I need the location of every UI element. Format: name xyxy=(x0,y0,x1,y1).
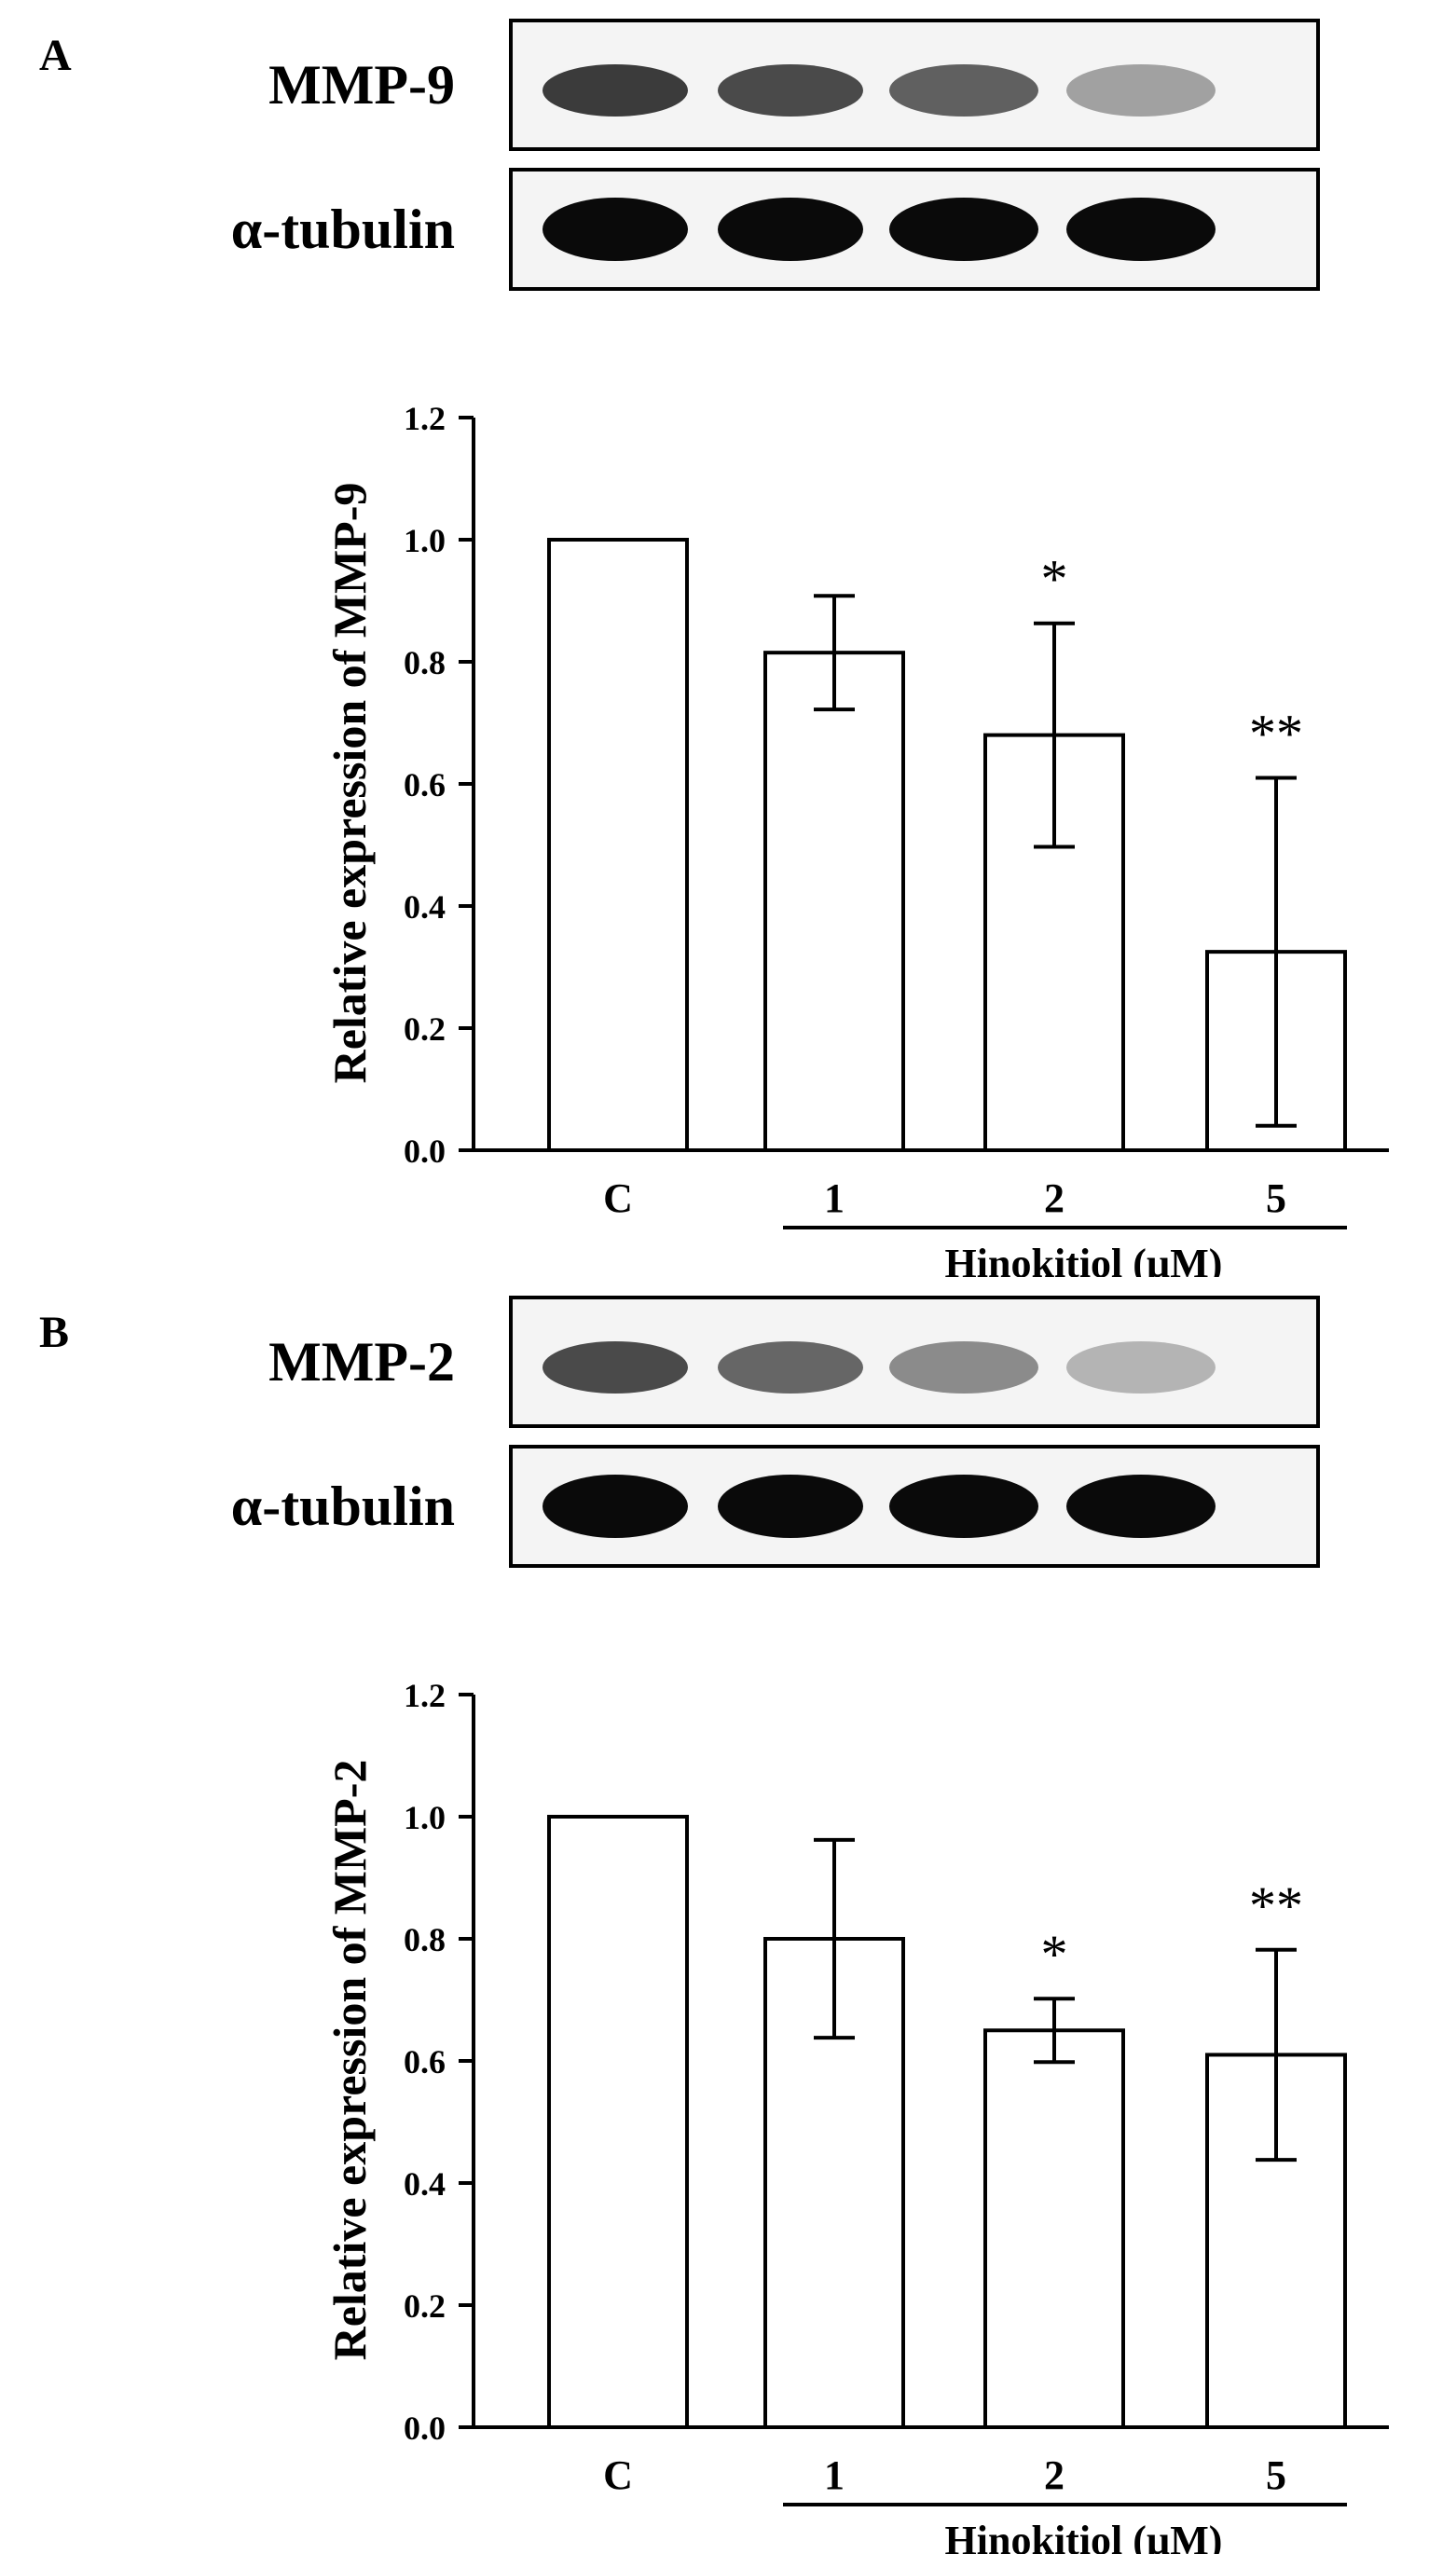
bar-2 xyxy=(983,2028,1125,2429)
y-axis: 0.0 0.2 0.4 0.6 0.8 1.0 1.2 xyxy=(404,1677,1389,2447)
blot-label: MMP-9 xyxy=(268,54,455,116)
blot-band xyxy=(718,198,863,261)
blot-band xyxy=(718,64,863,117)
y-tick-label: 0.2 xyxy=(404,2287,446,2325)
blot-band xyxy=(543,64,688,117)
panel-label: A xyxy=(39,31,72,80)
blot-band xyxy=(1066,1475,1216,1538)
blot-strip xyxy=(509,1445,1320,1568)
y-tick-label: 1.0 xyxy=(404,1799,446,1836)
blot-label: MMP-2 xyxy=(268,1331,455,1393)
error-bar xyxy=(1034,1997,1075,2065)
significance-marker: * xyxy=(1041,549,1068,610)
y-axis-label: Relative expression of MMP-9 xyxy=(323,483,376,1084)
y-tick-label: 0.0 xyxy=(404,2410,446,2447)
x-tick-label: 1 xyxy=(824,1175,845,1221)
y-tick-label: 1.2 xyxy=(404,400,446,437)
bar-C xyxy=(547,538,689,1152)
y-tick-label: 0.8 xyxy=(404,1921,446,1958)
blot-band xyxy=(889,198,1038,261)
x-tick-label: 2 xyxy=(1044,2452,1065,2498)
x-tick-label: 2 xyxy=(1044,1175,1065,1221)
blot-band xyxy=(543,1341,688,1394)
blot-strip xyxy=(509,168,1320,291)
x-tick-label: 5 xyxy=(1266,2452,1286,2498)
blot-band xyxy=(543,1475,688,1538)
y-tick-label: 1.0 xyxy=(404,522,446,559)
blot-strip xyxy=(509,19,1320,151)
bar-1 xyxy=(763,651,905,1152)
significance-marker: ** xyxy=(1249,703,1303,763)
y-tick-label: 0.4 xyxy=(404,2165,446,2203)
y-tick-label: 0.6 xyxy=(404,2043,446,2080)
error-bar xyxy=(814,1837,855,2040)
error-bar xyxy=(1256,1947,1297,2163)
x-tick-label: 5 xyxy=(1266,1175,1286,1221)
blot-band xyxy=(889,1341,1038,1394)
panel-a: A MMP-9 α-tubulin 0.0 0.2 0.4 0.6 0.8 1.0 1.2 Rela… xyxy=(39,19,1389,1277)
blot-band xyxy=(1066,198,1216,261)
x-tick-label: 1 xyxy=(824,2452,845,2498)
error-bar xyxy=(814,594,855,712)
x-tick-label: C xyxy=(603,2452,633,2498)
y-tick-label: 1.2 xyxy=(404,1677,446,1714)
blot-band xyxy=(889,1475,1038,1538)
panel-label: B xyxy=(39,1308,69,1357)
error-bar xyxy=(1256,776,1297,1128)
bar-C xyxy=(547,1815,689,2429)
blot-band xyxy=(889,64,1038,117)
blot-label: α-tubulin xyxy=(231,199,455,260)
blot-band xyxy=(718,1341,863,1394)
panel-a-figure: A MMP-9 α-tubulin 0.0 0.2 0.4 0.6 0.8 1.0 1.2 Rela… xyxy=(39,19,1389,1277)
y-tick-label: 0.8 xyxy=(404,644,446,681)
blot-strip xyxy=(509,1296,1320,1428)
y-tick-label: 0.4 xyxy=(404,888,446,926)
y-tick-label: 0.2 xyxy=(404,1010,446,1048)
error-bar xyxy=(1034,621,1075,849)
panel-b-figure: B MMP-2 α-tubulin 0.0 0.2 0.4 0.6 0.8 1.0 1.2 Rela… xyxy=(39,1296,1389,2554)
x-tick-label: C xyxy=(603,1175,633,1221)
blot-label: α-tubulin xyxy=(231,1476,455,1537)
group-label: Hinokitiol (µM) xyxy=(945,2518,1223,2554)
panel-b: B MMP-2 α-tubulin 0.0 0.2 0.4 0.6 0.8 1.0 1.2 Rela… xyxy=(0,1277,1456,2554)
blot-band xyxy=(543,198,688,261)
blot-band xyxy=(718,1475,863,1538)
significance-marker: * xyxy=(1041,1924,1068,1984)
y-axis-label: Relative expression of MMP-2 xyxy=(323,1760,376,2361)
significance-marker: ** xyxy=(1249,1875,1303,1936)
blot-band xyxy=(1066,1341,1216,1394)
y-tick-label: 0.0 xyxy=(404,1133,446,1170)
group-label: Hinokitiol (µM) xyxy=(945,1241,1223,1277)
y-tick-label: 0.6 xyxy=(404,766,446,803)
blot-band xyxy=(1066,64,1216,117)
